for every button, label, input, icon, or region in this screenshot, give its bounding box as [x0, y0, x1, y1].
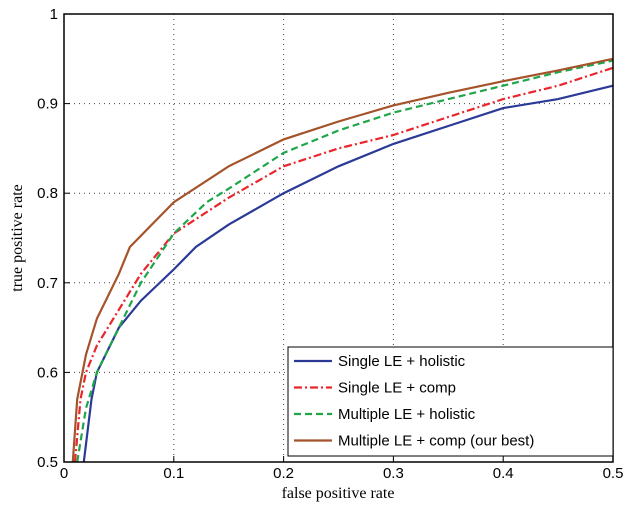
x-tick-label: 0.5	[603, 465, 624, 482]
legend-box	[287, 346, 614, 457]
y-tick-label: 1	[50, 6, 58, 23]
y-tick-label: 0.6	[37, 364, 58, 381]
line-series	[73, 66, 614, 463]
y-tick-label: 0.5	[37, 454, 58, 471]
x-tick-label: 0	[60, 465, 68, 482]
legend-label: Multiple LE + comp (our best)	[338, 433, 534, 450]
legend-label: Multiple LE + holistic	[338, 406, 476, 423]
x-tick-label: 0.2	[273, 465, 294, 482]
plot-frame	[63, 13, 614, 463]
y-tick-label: 0.7	[37, 275, 58, 292]
x-tick-label: 0.4	[493, 465, 514, 482]
legend-label: Single LE + holistic	[338, 353, 466, 370]
x-axis-label: false positive rate	[282, 485, 395, 502]
y-tick-label: 0.9	[37, 96, 58, 113]
y-axis-label: true positive rate	[9, 184, 26, 292]
line-series	[71, 57, 614, 463]
x-tick-label: 0.3	[383, 465, 404, 482]
line-series	[76, 59, 614, 463]
legend-label: Single LE + comp	[338, 380, 456, 397]
x-tick-label: 0.1	[163, 465, 184, 482]
line-series	[82, 84, 614, 463]
y-tick-label: 0.8	[37, 185, 58, 202]
